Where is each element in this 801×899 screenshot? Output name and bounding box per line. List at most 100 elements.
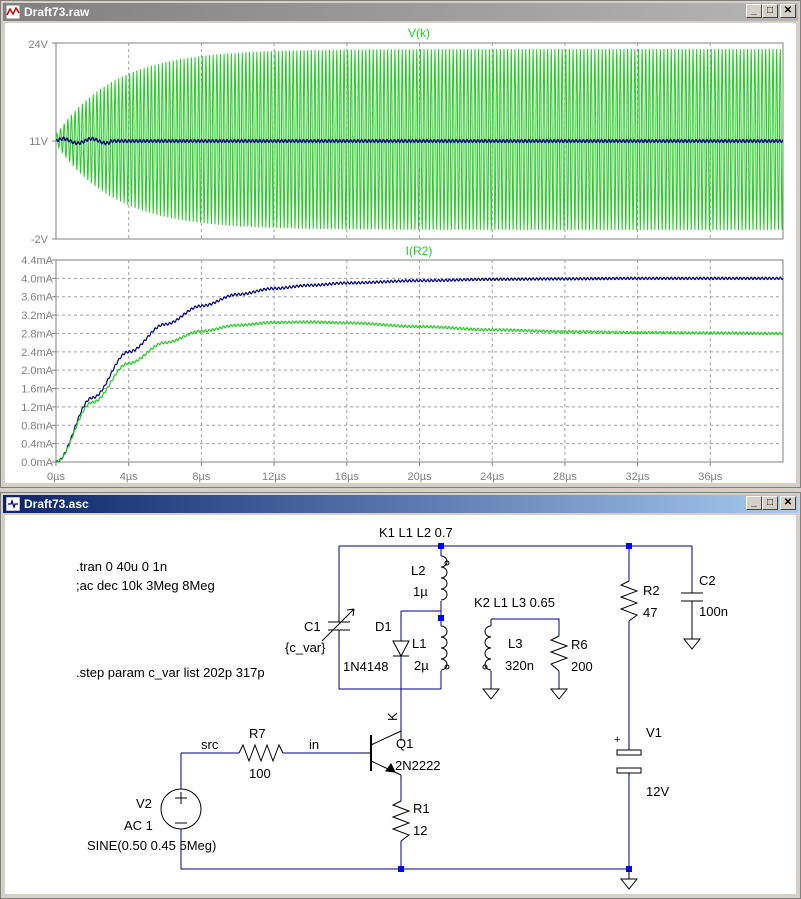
schematic-wires — [180, 545, 693, 870]
vk-ytick-marks — [52, 42, 56, 240]
ir2-grid — [56, 260, 783, 462]
r1-value: 12 — [413, 823, 427, 838]
in-net-label: in — [309, 737, 319, 752]
schematic-minimize-button[interactable]: _ — [746, 496, 762, 510]
r6-resistor[interactable] — [549, 635, 569, 672]
ir2-xtick-label: 12µs — [262, 471, 287, 483]
ir2-ytick-labels: 4.4mA 4.0mA 3.6mA 3.2mA 2.8mA 2.4mA 2.0mA 1.6mA… — [21, 255, 56, 469]
waveform-plot-svg[interactable]: V(k) 24V 11V -2V I(R2) 4.4mA 4.0mA 3.6mA 3.… — [5, 23, 796, 483]
r2-value: 47 — [643, 605, 657, 620]
v2-voltage-source[interactable] — [160, 788, 202, 830]
schematic-app-icon — [6, 497, 20, 511]
vk-ytick-top: 24V — [28, 39, 48, 51]
schematic-restore-button[interactable]: □ — [762, 496, 778, 510]
v2-value2: SINE(0.50 0.45 5Meg) — [87, 838, 216, 853]
waveform-plot-area[interactable]: V(k) 24V 11V -2V I(R2) 4.4mA 4.0mA 3.6mA 3.… — [5, 23, 796, 483]
l1-label: L1 — [412, 636, 426, 651]
l3-value: 320n — [505, 658, 534, 673]
l1-inductor[interactable] — [440, 625, 450, 671]
vk-ytick-mid: 11V — [29, 136, 48, 148]
ac-directive[interactable]: ;ac dec 10k 3Meg 8Meg — [76, 578, 215, 593]
d1-value: 1N4148 — [343, 659, 389, 674]
ir2-xtick-label: 20µs — [407, 471, 432, 483]
ir2-ytick-label: 3.2mA — [21, 310, 53, 322]
v1-value: 12V — [646, 784, 669, 799]
l2-inductor[interactable] — [440, 555, 450, 601]
ir2-ytick-label: 4.0mA — [21, 273, 53, 285]
waveform-close-button[interactable]: ✕ — [780, 4, 796, 18]
ir2-xtick-label: 24µs — [480, 471, 505, 483]
schematic-close-button[interactable]: ✕ — [780, 496, 796, 510]
ir2-ytick-label: 0.4mA — [21, 439, 53, 451]
ir2-ytick-label: 3.6mA — [21, 292, 53, 304]
r7-resistor[interactable] — [238, 743, 284, 763]
r1-resistor[interactable] — [391, 800, 411, 842]
r7-value: 100 — [249, 766, 271, 781]
waveform-window: Draft73.raw _ □ ✕ V(k) 24V 11V -2V I(R2)… — [0, 0, 801, 488]
schematic-nodes — [398, 543, 632, 872]
r2-label: R2 — [643, 583, 660, 598]
q1-transistor[interactable] — [361, 730, 402, 779]
v1-battery[interactable] — [616, 743, 642, 776]
ir2-green-trace — [55, 320, 784, 463]
c1-variable-capacitor[interactable] — [321, 608, 355, 642]
ir2-ytick-label: 4.4mA — [21, 255, 53, 267]
ir2-xtick-labels: 0µs 4µs 8µs 12µs 16µs 20µs 24µs 28µs 32µs 36µs — [47, 462, 723, 483]
v2-value: AC 1 — [124, 818, 153, 833]
c2-capacitor[interactable] — [681, 591, 703, 602]
l2-label: L2 — [411, 563, 425, 578]
q1-value: 2N2222 — [395, 758, 441, 773]
ir2-ytick-label: 2.8mA — [21, 328, 53, 340]
r6-value: 200 — [571, 659, 593, 674]
l1-value: 2µ — [414, 658, 429, 673]
waveform-window-title: Draft73.raw — [24, 5, 90, 19]
ir2-pane-title: I(R2) — [406, 244, 433, 258]
ir2-ytick-label: 1.2mA — [21, 402, 53, 414]
ir2-ytick-label: 1.6mA — [21, 384, 53, 396]
r7-label: R7 — [249, 726, 266, 741]
l3-label: L3 — [508, 636, 522, 651]
l3-inductor[interactable] — [482, 625, 492, 671]
ir2-xtick-label: 4µs — [120, 471, 138, 483]
schematic-titlebar[interactable]: Draft73.asc _ □ ✕ — [3, 495, 798, 513]
waveform-restore-button[interactable]: □ — [762, 4, 778, 18]
vk-blue-trace — [55, 136, 784, 146]
src-net-label: src — [201, 737, 219, 752]
schematic-canvas[interactable]: .tran 0 40u 0 1n ;ac dec 10k 3Meg 8Meg .… — [5, 515, 796, 894]
ir2-xtick-label: 0µs — [47, 471, 65, 483]
vk-ytick-bottom: -2V — [31, 234, 49, 246]
ir2-ytick-label: 0.0mA — [21, 457, 53, 469]
k1-directive[interactable]: K1 L1 L2 0.7 — [379, 525, 453, 540]
q1-label: Q1 — [396, 736, 413, 751]
ir2-ytick-label: 2.0mA — [21, 365, 53, 377]
ir2-blue-trace — [55, 276, 784, 463]
c1-label: C1 — [304, 619, 321, 634]
ir2-xtick-label: 28µs — [553, 471, 578, 483]
c2-label: C2 — [699, 573, 716, 588]
c2-value: 100n — [699, 604, 728, 619]
tran-directive[interactable]: .tran 0 40u 0 1n — [76, 559, 167, 574]
v2-label: V2 — [136, 796, 152, 811]
c1-value: {c_var} — [285, 640, 326, 655]
v1-label: V1 — [646, 725, 662, 740]
ir2-xtick-label: 8µs — [192, 471, 210, 483]
step-directive[interactable]: .step param c_var list 202p 317p — [76, 665, 265, 680]
ir2-xtick-label: 36µs — [698, 471, 723, 483]
d1-diode[interactable] — [392, 640, 410, 658]
ir2-ytick-label: 2.4mA — [21, 347, 53, 359]
schematic-svg[interactable]: .tran 0 40u 0 1n ;ac dec 10k 3Meg 8Meg .… — [5, 515, 796, 894]
waveform-minimize-button[interactable]: _ — [746, 4, 762, 18]
ground-symbols — [481, 601, 702, 890]
vk-pane-title: V(k) — [408, 26, 430, 40]
r2-resistor[interactable] — [619, 580, 639, 622]
r1-label: R1 — [413, 801, 430, 816]
k-net-label: K — [385, 712, 400, 721]
waveform-titlebar[interactable]: Draft73.raw _ □ ✕ — [3, 3, 798, 21]
d1-label: D1 — [375, 619, 392, 634]
r6-label: R6 — [571, 637, 588, 652]
v1-plus-sign: + — [614, 734, 620, 746]
l2-value: 1µ — [413, 584, 428, 599]
k2-directive[interactable]: K2 L1 L3 0.65 — [474, 595, 555, 610]
ir2-ytick-label: 0.8mA — [21, 420, 53, 432]
ir2-xtick-label: 32µs — [626, 471, 651, 483]
